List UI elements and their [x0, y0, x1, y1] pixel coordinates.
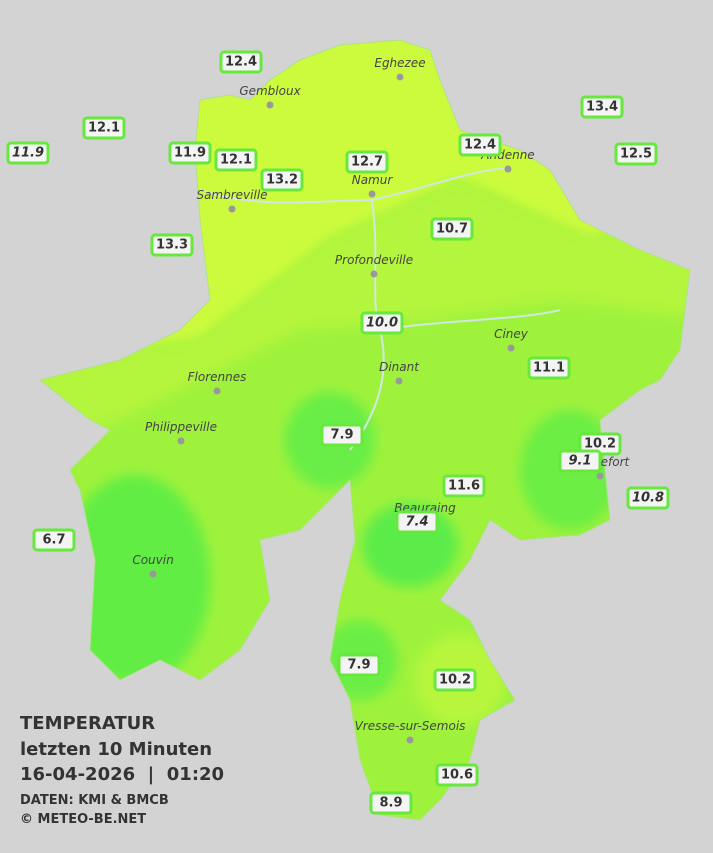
- station-value: 10.2: [584, 437, 616, 452]
- station-value: 7.9: [347, 658, 370, 673]
- station-box: [150, 233, 194, 257]
- city-name: Dinant: [379, 360, 420, 374]
- city-name: Philippeville: [145, 420, 217, 434]
- station-value: 11.9: [174, 146, 206, 161]
- city-name: Couvin: [132, 553, 173, 567]
- station-value: 9.1: [568, 454, 591, 469]
- station-box: [395, 510, 439, 534]
- station-box: [214, 148, 258, 172]
- station-value: 10.2: [439, 673, 471, 688]
- station-value: 11.6: [448, 479, 480, 494]
- station-value: 12.4: [464, 138, 496, 153]
- city-dot: [596, 472, 604, 480]
- city-name: Vresse-sur-Semois: [355, 719, 466, 733]
- station-value: 6.7: [42, 533, 65, 548]
- station-box: [558, 449, 602, 473]
- station-box: [614, 142, 658, 166]
- city-dot: [504, 165, 512, 173]
- station-box: [626, 486, 670, 510]
- city-dot: [370, 270, 378, 278]
- station-box: [527, 356, 571, 380]
- station-box: [337, 653, 381, 677]
- station-box: [82, 116, 126, 140]
- station-value: 13.3: [156, 238, 188, 253]
- station-box: [580, 95, 624, 119]
- station-value: 12.1: [220, 153, 252, 168]
- station-box: [6, 141, 50, 165]
- station-box: [435, 763, 479, 787]
- station-box: [345, 150, 389, 174]
- station-value: 10.7: [436, 222, 468, 237]
- station-box: [260, 168, 304, 192]
- station-value: 8.9: [379, 796, 402, 811]
- station-value: 12.5: [620, 147, 652, 162]
- legend-credit: © METEO-BE.NET: [20, 812, 146, 827]
- station-box: [458, 133, 502, 157]
- station-box: [32, 528, 76, 552]
- city-dot: [213, 387, 221, 395]
- station-value: 11.1: [533, 361, 565, 376]
- station-box: [360, 311, 404, 335]
- city-name: Eghezee: [374, 56, 425, 70]
- city-dot: [406, 736, 414, 744]
- city-name: Florennes: [188, 370, 247, 384]
- station-box: [442, 474, 486, 498]
- station-box: [219, 50, 263, 74]
- station-value: 13.4: [586, 100, 618, 115]
- city-name: Ciney: [494, 327, 529, 341]
- city-dot: [396, 73, 404, 81]
- station-box: [320, 423, 364, 447]
- city-name: Gembloux: [239, 84, 301, 98]
- city-dot: [266, 101, 274, 109]
- city-dot: [228, 205, 236, 213]
- city-dot: [395, 377, 403, 385]
- station-box: [369, 791, 413, 815]
- station-box: [168, 141, 212, 165]
- station-value: 7.4: [405, 515, 428, 530]
- city-name: Namur: [352, 173, 394, 187]
- legend-datetime: 16-04-2026 | 01:20: [20, 764, 224, 785]
- legend-credit: DATEN: KMI & BMCB: [20, 793, 169, 808]
- station-value: 12.7: [351, 155, 383, 170]
- station-value: 10.0: [366, 316, 398, 331]
- station-value: 13.2: [266, 173, 298, 188]
- stations: 12.4 12.1 11.9 11.9 12.1 13.2 12.7 12.4 13.4 12.5…: [6, 50, 670, 815]
- legend-title: TEMPERATUR: [20, 713, 155, 734]
- cities: EghezeeGemblouxAndenneNamurSambrevillePr…: [132, 56, 631, 744]
- station-value: 12.1: [88, 121, 120, 136]
- station-box: [430, 217, 474, 241]
- city-name: Sambreville: [196, 188, 267, 202]
- station-value: 11.9: [12, 146, 44, 161]
- city-dot: [149, 570, 157, 578]
- station-value: 7.9: [330, 428, 353, 443]
- station-box: [433, 668, 477, 692]
- city-name: Profondeville: [335, 253, 413, 267]
- city-dot: [368, 190, 376, 198]
- station-value: 10.6: [441, 768, 473, 783]
- legend-subtitle: letzten 10 Minuten: [20, 739, 212, 760]
- city-dot: [507, 344, 515, 352]
- station-value: 10.8: [632, 491, 664, 506]
- station-value: 12.4: [225, 55, 257, 70]
- city-dot: [177, 437, 185, 445]
